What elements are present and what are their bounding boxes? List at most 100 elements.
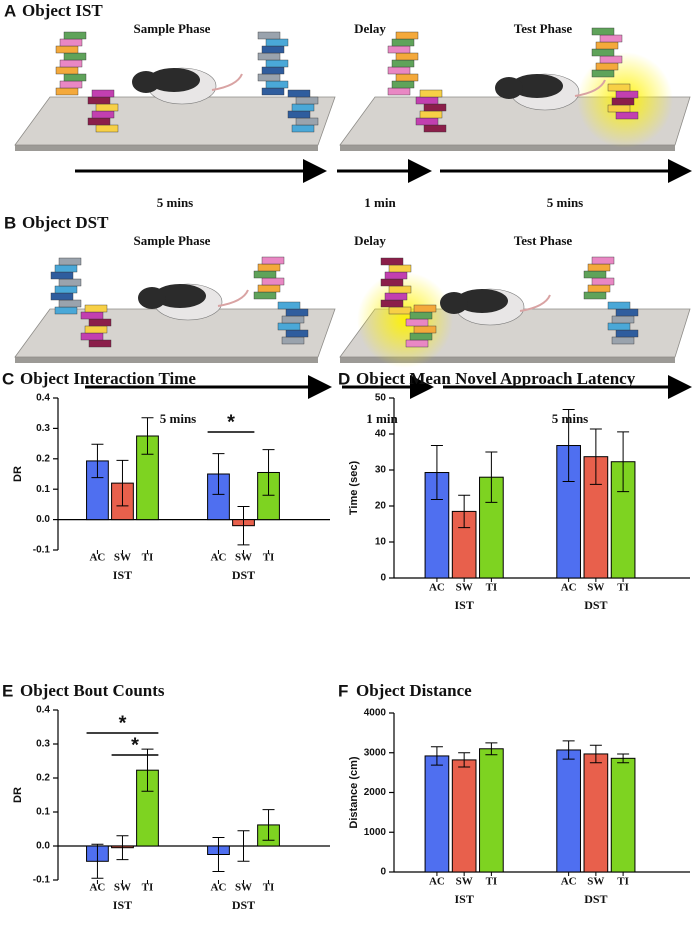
- block: [63, 73, 87, 82]
- y-tick-label: 40: [375, 429, 387, 440]
- block: [595, 41, 619, 50]
- error-bar: [589, 428, 602, 485]
- y-tick-label: 0.0: [36, 514, 50, 525]
- block: [257, 31, 281, 40]
- y-tick-label: 0: [380, 867, 386, 878]
- rat-back: [154, 284, 206, 308]
- block: [591, 256, 615, 265]
- error-bar: [91, 843, 104, 879]
- chart-title: Object Mean Novel Approach Latency: [356, 369, 636, 388]
- rat-tail: [574, 79, 606, 97]
- y-tick-label: 0.0: [36, 841, 50, 852]
- x-tick-label: AC: [89, 882, 105, 894]
- block: [281, 315, 305, 324]
- group-label: DST: [584, 598, 607, 612]
- error-bar: [458, 752, 471, 768]
- phase-label: Delay: [354, 21, 386, 36]
- y-tick-label: 1000: [364, 827, 387, 838]
- x-tick-label: AC: [429, 582, 445, 594]
- error-bar: [212, 453, 225, 495]
- platform-side: [15, 145, 318, 151]
- block: [287, 89, 311, 98]
- block: [257, 284, 281, 293]
- block: [285, 308, 309, 317]
- panel-letter: B: [4, 213, 16, 232]
- novel-glow: [357, 272, 453, 368]
- block: [599, 34, 623, 43]
- block: [599, 55, 623, 64]
- error-bar: [141, 417, 154, 455]
- block: [423, 103, 447, 112]
- bar: [583, 753, 609, 873]
- duration-label: 1 min: [364, 195, 396, 210]
- x-tick-label: SW: [235, 552, 252, 564]
- panel-letter: D: [338, 369, 350, 388]
- block: [80, 311, 104, 320]
- block: [395, 73, 419, 82]
- block: [91, 89, 115, 98]
- block: [388, 285, 412, 294]
- block: [413, 304, 437, 313]
- block: [55, 45, 79, 54]
- block: [391, 59, 415, 68]
- block: [257, 263, 281, 272]
- block: [261, 45, 285, 54]
- error-bar: [237, 506, 250, 546]
- block: [261, 277, 285, 286]
- y-axis-label: DR: [12, 466, 24, 482]
- block: [387, 66, 411, 75]
- error-bar: [116, 459, 129, 507]
- block: [58, 257, 82, 266]
- y-tick-label: -0.1: [33, 545, 51, 556]
- x-tick-label: SW: [456, 876, 473, 888]
- block: [611, 97, 635, 106]
- x-tick-label: AC: [429, 876, 445, 888]
- block: [611, 336, 635, 345]
- block: [591, 27, 615, 36]
- panel-letter: C: [2, 369, 14, 388]
- block: [59, 59, 83, 68]
- error-bar: [562, 409, 575, 483]
- rat-head: [132, 71, 160, 93]
- block: [87, 117, 111, 126]
- block: [54, 285, 78, 294]
- error-bar: [617, 753, 630, 764]
- block: [615, 90, 639, 99]
- y-axis-label: Distance (cm): [348, 756, 360, 828]
- block: [415, 117, 439, 126]
- block: [607, 322, 631, 331]
- x-tick-label: AC: [561, 582, 577, 594]
- error-bar: [237, 830, 250, 862]
- error-bar: [589, 744, 602, 764]
- block: [277, 301, 301, 310]
- phase-label: Test Phase: [514, 21, 573, 36]
- duration-label: 5 mins: [160, 411, 196, 426]
- x-tick-label: SW: [235, 882, 252, 894]
- error-bar: [430, 445, 443, 501]
- x-tick-label: TI: [486, 876, 498, 888]
- block: [59, 38, 83, 47]
- y-tick-label: 4000: [364, 708, 387, 719]
- block: [87, 96, 111, 105]
- error-bar: [262, 809, 275, 841]
- block: [295, 117, 319, 126]
- y-tick-label: -0.1: [33, 875, 51, 886]
- error-bar: [562, 740, 575, 760]
- block: [591, 277, 615, 286]
- group-label: IST: [454, 598, 473, 612]
- rat-back: [148, 68, 200, 92]
- error-bar: [617, 431, 630, 493]
- error-bar: [91, 443, 104, 479]
- block: [395, 52, 419, 61]
- y-tick-label: 0.2: [36, 773, 50, 784]
- group-label: DST: [232, 568, 255, 582]
- bar: [424, 755, 450, 873]
- block: [63, 31, 87, 40]
- block: [50, 271, 74, 280]
- block: [423, 124, 447, 133]
- y-axis-label: Time (sec): [348, 461, 360, 516]
- block: [583, 291, 607, 300]
- y-tick-label: 10: [375, 537, 387, 548]
- block: [265, 38, 289, 47]
